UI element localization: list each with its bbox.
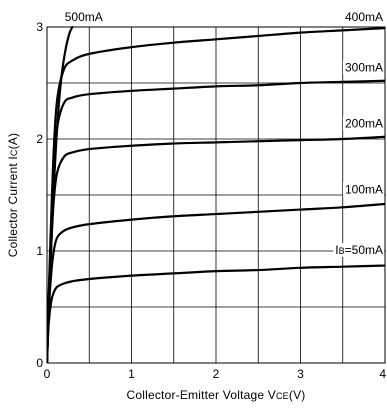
plot-frame <box>46 26 386 364</box>
x-tick-label: 0 <box>44 367 51 381</box>
series-label: IB=50mA <box>335 243 383 257</box>
x-tick-label: 4 <box>379 367 386 381</box>
series-label: 100mA <box>345 182 383 196</box>
series-label-background <box>342 182 384 197</box>
curve-500ma <box>47 26 74 363</box>
y-tick-label: 0 <box>36 356 43 370</box>
tick-labels: 0 1 2 3 4 0 1 2 3 <box>36 20 386 381</box>
series-labels: IB=50mA 100mA 200mA 300mA 400mA 500mA <box>65 10 384 257</box>
series-label-background <box>342 60 384 75</box>
x-tick-label: 2 <box>213 367 220 381</box>
x-axis-title: Collector-Emitter Voltage VCE(V) <box>127 388 306 402</box>
series-label: 200mA <box>345 116 383 130</box>
grid-lines <box>47 27 385 363</box>
curve-ib-50ma <box>47 264 385 363</box>
curve-100ma <box>47 202 385 363</box>
series-label-background <box>342 116 384 131</box>
y-tick-label: 2 <box>36 132 43 146</box>
series-label: 300mA <box>345 60 383 74</box>
y-tick-label: 3 <box>36 20 43 34</box>
series-label: 400mA <box>345 10 383 24</box>
curves <box>47 26 385 363</box>
curve-400ma <box>47 27 385 363</box>
series-label-background <box>333 242 384 257</box>
series-label: 500mA <box>65 10 103 24</box>
x-tick-label: 3 <box>297 367 304 381</box>
y-axis-title: Collector Current IC(A) <box>6 133 20 257</box>
x-tick-label: 1 <box>128 367 135 381</box>
y-tick-label: 1 <box>36 244 43 258</box>
